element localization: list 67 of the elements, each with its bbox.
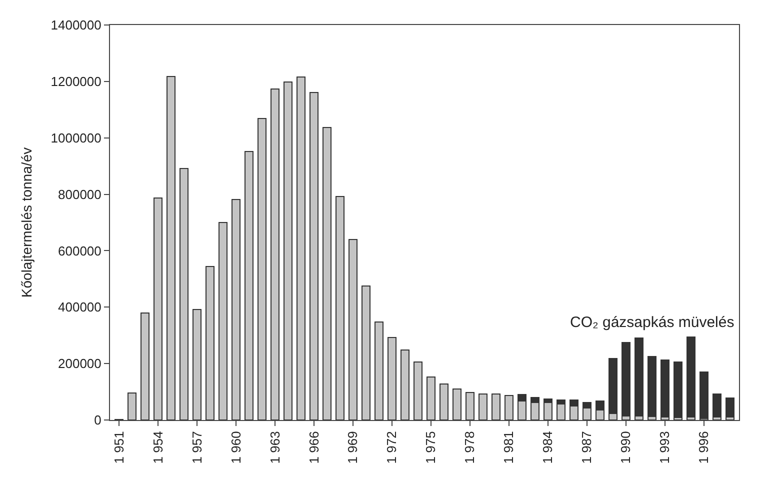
bar	[206, 266, 214, 420]
bar	[310, 92, 318, 420]
x-tick-label: 1 981	[501, 431, 516, 464]
bar	[192, 308, 202, 420]
bar	[634, 338, 644, 417]
y-axis-title: Kőolajtermelés tonna/év	[18, 147, 34, 298]
bar	[648, 356, 656, 418]
bar	[726, 397, 734, 418]
bar	[336, 196, 344, 420]
bar	[466, 392, 474, 420]
x-tick-label: 1 957	[189, 431, 204, 464]
bar	[544, 402, 552, 420]
bar	[296, 76, 306, 420]
x-tick-label: 1 990	[618, 431, 634, 464]
bar	[348, 239, 358, 420]
bar	[622, 342, 630, 417]
bar	[232, 199, 240, 420]
x-tick-label: 1 960	[228, 431, 244, 464]
x-tick-label: 1 951	[111, 431, 126, 464]
bar	[660, 360, 670, 418]
bar	[492, 394, 500, 420]
bar	[400, 350, 410, 420]
annotation: CO₂ gázsapkás müvelés	[570, 314, 734, 331]
x-tick-label: 1 993	[657, 431, 672, 464]
bar	[674, 361, 682, 418]
bar	[712, 394, 722, 418]
x-tick-label: 1 996	[696, 431, 712, 464]
bar	[388, 337, 396, 420]
x-tick-label: 1 987	[579, 431, 594, 464]
x-tick-label: 1 966	[306, 431, 322, 464]
y-tick-label: 1200000	[50, 74, 102, 89]
bar	[244, 151, 254, 420]
x-tick-label: 1 969	[345, 431, 360, 464]
x-tick-label: 1 984	[540, 431, 556, 464]
bar	[414, 362, 422, 420]
bar	[166, 76, 176, 420]
y-tick-label: 1400000	[50, 18, 102, 33]
bar	[374, 321, 384, 420]
bar	[154, 197, 162, 420]
y-tick-label: 800000	[58, 186, 102, 202]
bar	[284, 81, 292, 420]
bar	[686, 336, 696, 418]
bar	[258, 118, 266, 420]
x-tick-label: 1 963	[267, 431, 282, 464]
bar	[322, 126, 332, 420]
bar	[504, 395, 514, 420]
bar	[478, 394, 488, 420]
bar	[556, 404, 566, 420]
bar	[180, 168, 188, 420]
bar	[270, 88, 280, 420]
x-tick-label: 1 972	[384, 431, 400, 464]
y-tick-label: 600000	[58, 243, 102, 258]
bar	[426, 376, 436, 420]
y-tick-label: 0	[94, 412, 102, 428]
bar	[218, 222, 228, 420]
bar	[452, 388, 462, 420]
bar	[140, 312, 150, 420]
bar	[440, 383, 448, 420]
x-tick-label: 1 978	[462, 431, 478, 464]
x-tick-label: 1 954	[150, 431, 166, 464]
y-tick-label: 1000000	[50, 130, 102, 146]
bar	[700, 371, 708, 420]
x-tick-label: 1 975	[423, 431, 438, 464]
bar	[362, 285, 370, 420]
y-tick-label: 400000	[58, 300, 102, 315]
y-tick-label: 200000	[58, 356, 102, 372]
bar	[128, 392, 136, 420]
